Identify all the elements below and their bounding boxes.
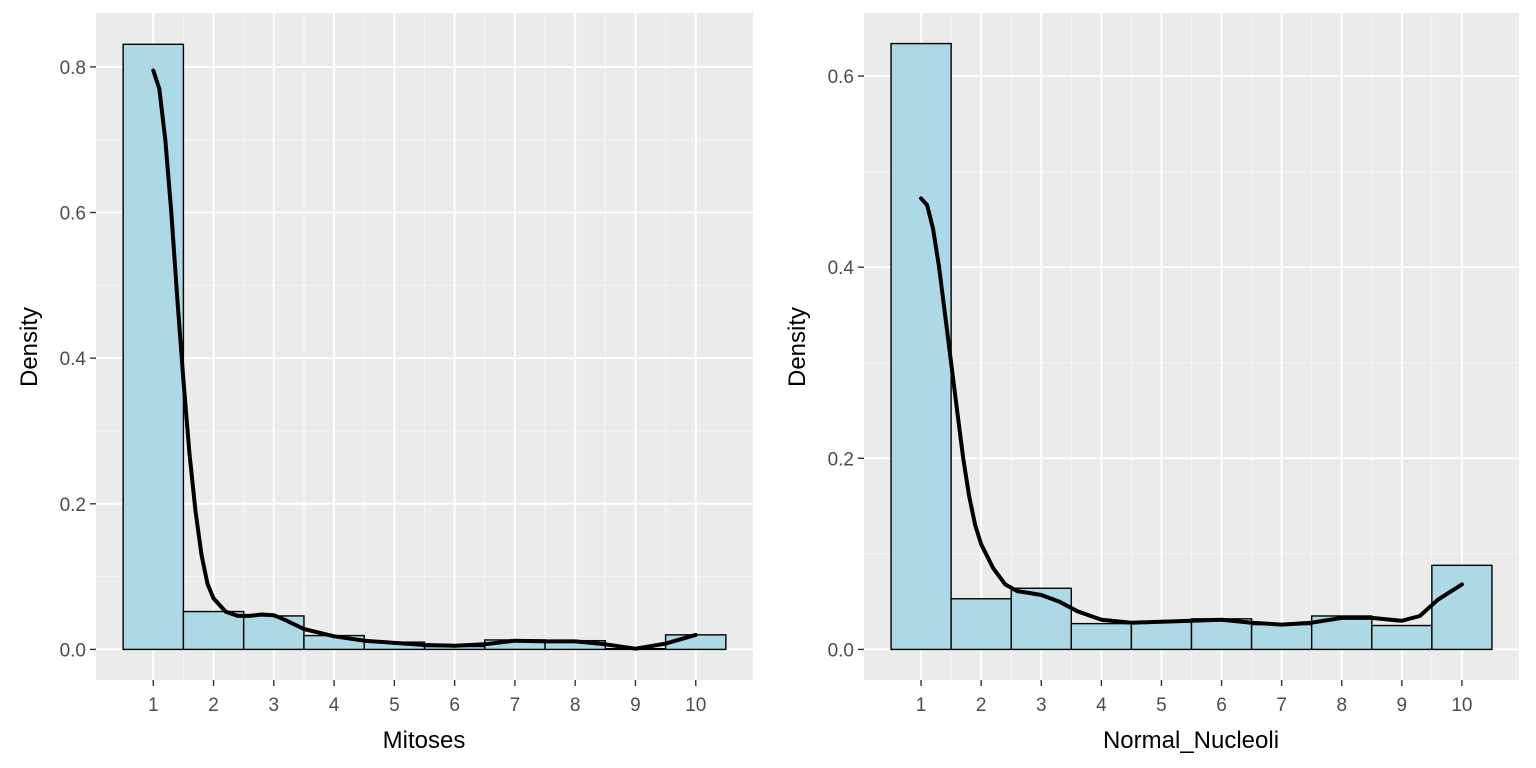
histogram-bar	[182, 610, 245, 651]
histogram-bar	[1190, 618, 1253, 651]
x-axis-title: Normal_Nucleoli	[1103, 727, 1279, 754]
y-tick-label: 0.4	[828, 258, 855, 279]
x-tick-label: 2	[976, 695, 987, 716]
x-tick-label: 5	[389, 695, 400, 716]
density-line	[919, 196, 1464, 627]
x-tick-label: 10	[1451, 695, 1472, 716]
histogram-bar	[1130, 621, 1193, 651]
x-tick-label: 4	[329, 695, 340, 716]
major-gridlines	[864, 13, 1519, 680]
x-tick-label: 7	[1276, 695, 1287, 716]
x-tick-label: 2	[208, 695, 219, 716]
histogram-bar	[1371, 624, 1433, 651]
minor-gridlines	[96, 13, 753, 680]
y-tick-label: 0.0	[60, 640, 86, 661]
x-tick-label: 6	[1216, 695, 1227, 716]
x-tick-label: 8	[570, 695, 581, 716]
y-tick-label: 0.6	[828, 67, 854, 88]
x-tick-label: 4	[1096, 695, 1107, 716]
histogram-bar	[242, 615, 305, 651]
x-tick-label: 1	[916, 695, 927, 716]
x-tick-label: 9	[1397, 695, 1408, 716]
x-tick-label: 8	[1336, 695, 1347, 716]
histogram-bar	[1070, 622, 1133, 651]
chart-mitoses: 0.0 0.2 0.4 0.6 0.8 1 2 3 4 5 6 7 8 9 10 Mitoses Dens…	[16, 13, 753, 754]
y-tick-label: 0.4	[60, 349, 87, 370]
chart-normal-nucleoli: 0.0 0.2 0.4 0.6 1 2 3 4 5 6 7 8 9 10 Normal_Nucleoli…	[784, 13, 1519, 754]
histogram-bar	[890, 42, 952, 651]
x-axis-title: Mitoses	[383, 727, 466, 754]
y-axis-title: Density	[784, 307, 811, 387]
x-tick-label: 7	[510, 695, 521, 716]
y-tick-label: 0.2	[828, 449, 854, 470]
y-tick-label: 0.0	[828, 640, 854, 661]
y-axis: 0.0 0.2 0.4 0.6 0.8	[60, 58, 96, 661]
y-axis: 0.0 0.2 0.4 0.6	[828, 67, 864, 661]
x-tick-label: 10	[685, 695, 706, 716]
histogram-bar	[1010, 587, 1073, 651]
y-tick-label: 0.8	[60, 58, 86, 79]
histogram-bar	[1250, 623, 1313, 651]
x-axis: 1 2 3 4 5 6 7 8 9 10	[148, 680, 706, 716]
x-tick-label: 9	[630, 695, 641, 716]
x-tick-label: 5	[1156, 695, 1167, 716]
x-tick-label: 6	[449, 695, 460, 716]
histogram-bar	[950, 598, 1012, 651]
x-axis: 1 2 3 4 5 6 7 8 9 10	[916, 680, 1472, 716]
histogram-bar	[122, 43, 185, 651]
minor-gridlines	[864, 13, 1519, 680]
histogram-bar	[1431, 564, 1493, 651]
histogram-bars	[890, 42, 1493, 651]
x-tick-label: 3	[269, 695, 280, 716]
density-line	[151, 68, 698, 651]
x-tick-label: 1	[148, 695, 159, 716]
y-tick-label: 0.6	[60, 204, 86, 225]
y-tick-label: 0.2	[60, 495, 86, 516]
y-axis-title: Density	[16, 307, 43, 387]
histogram-bars	[122, 43, 727, 651]
x-tick-label: 3	[1036, 695, 1047, 716]
